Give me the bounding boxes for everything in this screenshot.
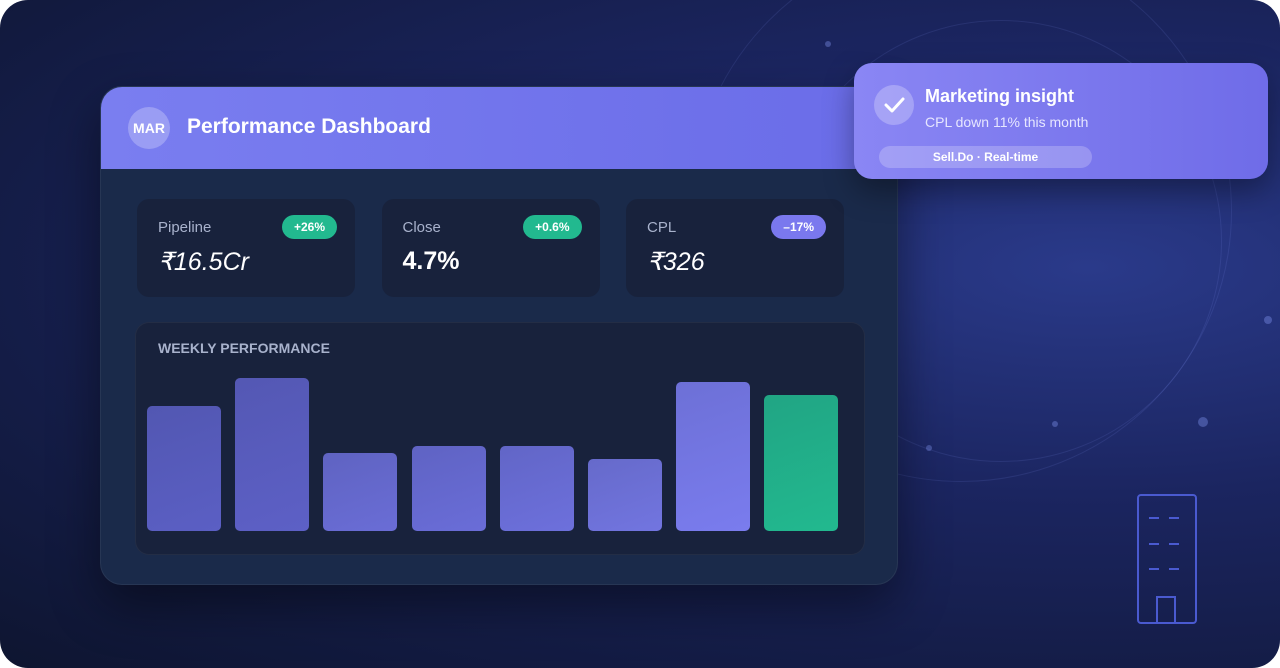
decor-dot [825, 41, 831, 47]
kpi-change: +26% [281, 215, 337, 239]
kpi-card: CPL ₹326 –17% [626, 199, 844, 297]
bar [764, 395, 839, 531]
decor-dot [1198, 417, 1208, 427]
avatar: MAR [128, 107, 170, 149]
kpi-card: Close 4.7% +0.6% [381, 199, 600, 297]
kpi-value: ₹326 [647, 248, 705, 276]
dashboard-card: MAR Performance Dashboard Pipeline ₹16.5C… [100, 86, 898, 585]
decor-dot [1264, 316, 1272, 324]
notification-tag: Sell.Do · Real-time [879, 146, 1092, 168]
chart-panel: WEEKLY PERFORMANCE [135, 322, 865, 555]
building-icon [1137, 494, 1197, 624]
bar [588, 459, 662, 531]
decor-dot [1052, 421, 1058, 427]
notification: Marketing insight CPL down 11% this mont… [854, 63, 1268, 179]
chart-title: WEEKLY PERFORMANCE [158, 340, 330, 356]
kpi-value: ₹16.5Cr [158, 248, 249, 276]
kpi-change: –17% [771, 215, 826, 239]
kpi-label: Pipeline [158, 219, 212, 236]
decor-dot [926, 445, 932, 451]
kpi-label: CPL [647, 219, 677, 236]
dashboard-title: Performance Dashboard [187, 115, 431, 138]
kpi-card: Pipeline ₹16.5Cr +26% [137, 199, 355, 297]
dashboard-header: MAR Performance Dashboard [101, 87, 897, 169]
bar [499, 446, 574, 531]
bar [147, 406, 221, 531]
kpi-change: +0.6% [523, 215, 582, 239]
notification-title: Marketing insight [925, 86, 1075, 106]
bar [323, 453, 398, 531]
bar [411, 446, 486, 531]
bar [676, 382, 751, 531]
notification-text: CPL down 11% this month [925, 114, 1089, 130]
kpi-value: 4.7% [402, 247, 460, 275]
check-icon [874, 85, 914, 125]
kpi-label: Close [402, 219, 441, 236]
bar [235, 378, 310, 531]
